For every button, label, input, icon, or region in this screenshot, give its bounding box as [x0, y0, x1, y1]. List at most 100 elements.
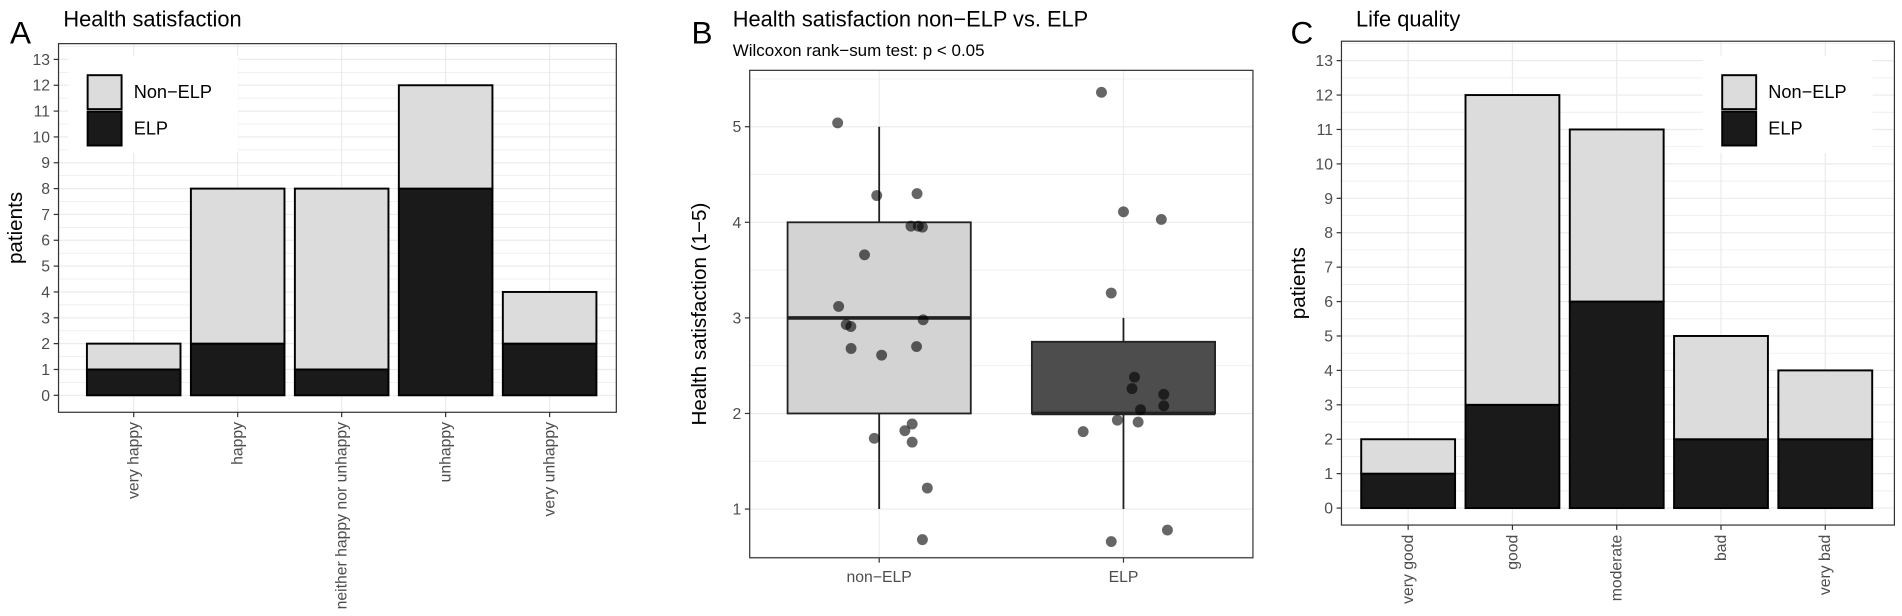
panel-a-plot-border — [57, 43, 617, 413]
panel-a-y-tick-label: 3 — [41, 310, 50, 327]
panel-b-data-point — [871, 190, 883, 201]
panel-a-x-tick-label: happy — [230, 422, 247, 465]
panel-a-y-tick-label: 7 — [41, 207, 50, 224]
panel-a-x-tick-label: unhappy — [438, 422, 455, 483]
panel-b-data-point — [921, 482, 933, 494]
panel-a-legend-label: ELP — [134, 119, 168, 139]
panel-c-bar-nonelp — [1360, 438, 1457, 475]
panel-a-title: Health satisfaction — [63, 7, 241, 32]
panel-a-legend-key — [86, 74, 123, 111]
panel-c-y-tick-label: 5 — [1324, 328, 1333, 345]
panel-c-y-tick-label: 10 — [1315, 156, 1333, 173]
panel-a-y-axis-title: patients — [4, 192, 27, 264]
panel-c-legend-key — [1721, 110, 1758, 147]
panel-c-x-tick-label: moderate — [1609, 535, 1626, 602]
panel-b-y-tick-label: 2 — [732, 406, 741, 423]
panel-b-data-point — [868, 432, 880, 444]
panel-a-bar-elp — [189, 342, 286, 397]
panel-b-data-point — [1132, 416, 1144, 428]
panel-label-b: B — [692, 15, 713, 51]
panel-c-legend-key — [1721, 74, 1758, 111]
panel-c-plot-border — [1340, 40, 1896, 526]
panel-c-y-tick-label: 1 — [1324, 466, 1333, 483]
panel-b-data-point — [916, 534, 928, 546]
panel-label-a: A — [10, 15, 31, 51]
panel-a-bar-nonelp — [397, 84, 494, 190]
panel-b-data-point — [1077, 426, 1089, 438]
panel-b-data-point — [859, 249, 870, 261]
panel-a-y-tick-label: 5 — [41, 259, 50, 276]
panel-c-bar-elp — [1777, 438, 1874, 510]
panel-a-x-tick-label: very unhappy — [541, 422, 558, 517]
panel-c-x-tick-label: very good — [1400, 535, 1417, 604]
panel-b-data-point — [1158, 388, 1170, 400]
panel-label-c: C — [1291, 15, 1314, 51]
panel-a-y-tick-label: 6 — [41, 233, 50, 250]
panel-a-y-tick-label: 12 — [33, 78, 51, 95]
panel-b-data-point — [911, 188, 923, 200]
panel-b-data-point — [845, 321, 857, 332]
panel-a-bar-nonelp — [189, 187, 286, 345]
panel-b-x-tick-label: non−ELP — [847, 569, 912, 586]
panel-c-legend-label: Non−ELP — [1768, 82, 1846, 102]
panel-c-bar-nonelp — [1777, 369, 1874, 441]
panel-a-y-tick-label: 10 — [33, 129, 51, 146]
panel-c-y-tick-label: 13 — [1315, 53, 1333, 70]
panel-a-legend-key — [86, 110, 123, 147]
panel-c-bar-elp — [1673, 438, 1769, 510]
panel-b-data-point — [1135, 404, 1147, 416]
panel-b-data-point — [1118, 206, 1129, 218]
panel-c-bar-nonelp — [1673, 335, 1769, 441]
panel-a-y-tick-label: 13 — [33, 52, 51, 69]
panel-c-y-tick-label: 12 — [1315, 88, 1333, 105]
panel-b-data-point — [1105, 287, 1117, 299]
panel-b-data-point — [1126, 383, 1138, 395]
panel-b-data-point — [1129, 371, 1140, 383]
panel-b-data-point — [876, 349, 888, 361]
panel-a-y-tick-label: 0 — [41, 388, 50, 405]
panel-c-bar-elp — [1360, 472, 1457, 510]
panel-b-data-point — [916, 221, 928, 233]
panel-b-y-tick-label: 5 — [732, 119, 741, 136]
panel-c-y-tick-label: 4 — [1324, 363, 1333, 380]
panel-a-y-tick-label: 8 — [41, 181, 50, 198]
panel-a-legend-label: Non−ELP — [134, 82, 212, 102]
panel-c-y-axis-title: patients — [1287, 247, 1310, 319]
panel-b-y-tick-label: 1 — [732, 502, 741, 519]
panel-c-y-tick-label: 2 — [1324, 432, 1333, 449]
panel-b-data-point — [906, 418, 918, 430]
panel-b-y-tick-label: 4 — [732, 215, 741, 232]
panel-b-data-point — [1158, 400, 1170, 412]
panel-a-y-tick-label: 1 — [41, 362, 50, 379]
panel-a-bar-elp — [501, 342, 598, 397]
panel-b-data-point — [1161, 524, 1173, 536]
panel-c-bar-elp — [1464, 403, 1561, 510]
panel-a-bar-nonelp — [85, 342, 182, 371]
panel-b-data-point — [833, 300, 845, 312]
panel-c-y-tick-label: 7 — [1324, 260, 1333, 277]
panel-c-x-tick-label: very bad — [1817, 535, 1834, 595]
panel-b-data-point — [899, 425, 911, 437]
panel-b-data-point — [1096, 86, 1107, 98]
panel-c-y-tick-label: 8 — [1324, 225, 1333, 242]
panel-b-plot-border — [749, 69, 1254, 559]
panel-a-y-tick-label: 9 — [41, 155, 50, 172]
panel-b-box — [1030, 340, 1216, 415]
panel-b-data-point — [832, 117, 844, 129]
panel-b-data-point — [845, 343, 857, 354]
panel-c-bar-nonelp — [1568, 128, 1665, 303]
panel-a-bar-elp — [85, 368, 182, 397]
panel-a-y-tick-label: 2 — [41, 336, 50, 353]
panel-c-y-tick-label: 0 — [1324, 501, 1333, 518]
panel-b-data-point — [1105, 536, 1117, 548]
panel-b-subtitle: Wilcoxon rank−sum test: p < 0.05 — [733, 41, 985, 60]
panel-c-bar-nonelp — [1464, 94, 1561, 406]
panel-a-x-tick-label: neither happy nor unhappy — [334, 422, 351, 610]
panel-c-y-tick-label: 9 — [1324, 191, 1333, 208]
panel-a-y-tick-label: 11 — [34, 104, 50, 121]
panel-b-data-point — [1155, 213, 1167, 225]
panel-a-bar-elp — [293, 368, 390, 397]
panel-b-x-tick-label: ELP — [1109, 569, 1139, 586]
panel-a-bar-nonelp — [501, 290, 598, 345]
